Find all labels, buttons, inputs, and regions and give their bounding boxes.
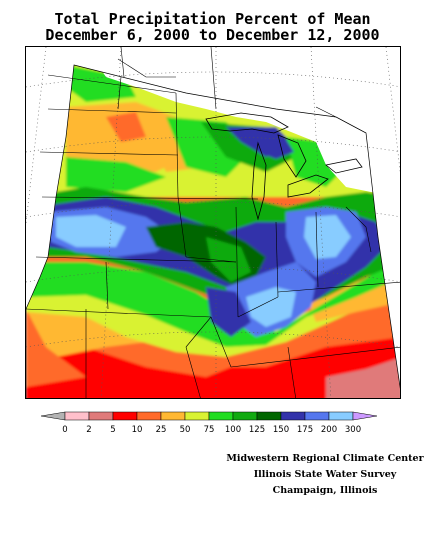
credit-line1: Midwestern Regional Climate Center	[226, 453, 424, 464]
legend-swatch	[88, 411, 114, 421]
legend-swatch	[40, 411, 66, 421]
legend-tick-label: 5	[110, 425, 115, 435]
graticule	[26, 47, 400, 398]
legend-tick-label: 50	[180, 425, 191, 435]
legend-tick-label: 0	[62, 425, 67, 435]
legend-swatch	[328, 411, 354, 421]
legend-tick-label: 75	[204, 425, 215, 435]
credit-line3: Champaign, Illinois	[272, 485, 378, 496]
legend-swatch	[160, 411, 186, 421]
legend-labels: 0 2 5 10 25 50 75 100 125 150 175 200 300	[62, 425, 361, 435]
credit-line2: Illinois State Water Survey	[253, 469, 397, 480]
precipitation-map	[25, 46, 401, 399]
precipitation-field	[26, 65, 400, 398]
legend-tick-label: 25	[156, 425, 167, 435]
precipitation-map-svg	[26, 47, 400, 398]
legend-tick-label: 200	[321, 425, 337, 435]
legend-swatch	[256, 411, 282, 421]
legend-tick-label: 300	[345, 425, 361, 435]
color-legend-svg: 0 2 5 10 25 50 75 100 125 150 175 200 300	[40, 411, 378, 435]
legend-tick-label: 10	[132, 425, 143, 435]
region-outline	[26, 64, 400, 398]
legend-tick-label: 100	[225, 425, 241, 435]
legend-swatch	[304, 411, 330, 421]
map-title-line1: Total Precipitation Percent of Mean	[54, 10, 371, 28]
legend-swatch	[208, 411, 234, 421]
legend-tick-label: 150	[273, 425, 289, 435]
legend-swatch	[352, 411, 378, 421]
state-boundaries	[26, 74, 400, 398]
legend-tick-label: 2	[86, 425, 91, 435]
legend-tick-label: 175	[297, 425, 313, 435]
canada-boundaries	[117, 47, 367, 134]
legend-tick-label: 125	[249, 425, 265, 435]
legend-swatches	[40, 411, 378, 421]
great-lakes	[205, 112, 363, 221]
legend-swatch	[280, 411, 306, 421]
legend-swatch	[232, 411, 258, 421]
legend-swatch	[184, 411, 210, 421]
legend-swatch	[136, 411, 162, 421]
legend-swatch	[64, 411, 90, 421]
color-legend: 0 2 5 10 25 50 75 100 125 150 175 200 300	[38, 410, 388, 440]
legend-swatch	[112, 411, 138, 421]
map-title-line2: December 6, 2000 to December 12, 2000	[45, 26, 380, 44]
